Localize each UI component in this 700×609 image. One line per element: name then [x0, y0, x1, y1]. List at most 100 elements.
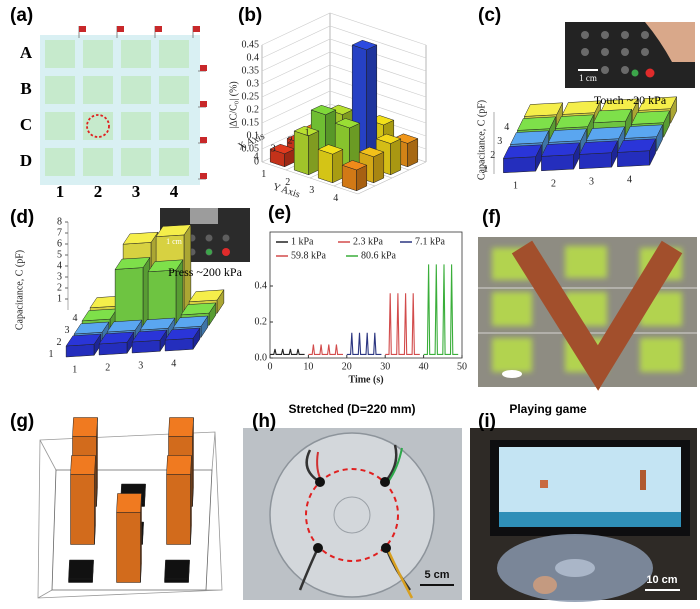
- y-tick-label: 2: [490, 150, 495, 161]
- bar-top: [624, 125, 662, 139]
- z-tick-label: 7: [57, 227, 62, 238]
- legend-label: 59.8 kPa: [291, 250, 327, 261]
- x-tick-label: 3: [271, 143, 276, 154]
- grid-line: [262, 26, 426, 58]
- z-tick-label: 3: [57, 271, 62, 282]
- column-label: 3: [132, 182, 141, 201]
- x-tick-label: 3: [589, 176, 594, 187]
- bar-shade: [117, 513, 141, 583]
- panel-label: (e): [268, 203, 291, 224]
- sensor-cell: [45, 40, 75, 68]
- y-tick-label: 0.4: [255, 280, 268, 291]
- sensor-cell: [83, 76, 113, 104]
- z-tick-label: 0.25: [242, 91, 260, 102]
- x-tick-label: 1: [72, 364, 77, 375]
- grid-line: [262, 39, 426, 71]
- bar-top: [69, 560, 94, 579]
- bar-3d: [71, 456, 96, 545]
- x-tick-label: 20: [342, 361, 352, 372]
- bar-top: [71, 456, 96, 475]
- row-label: D: [20, 151, 32, 170]
- bar-top: [631, 111, 669, 125]
- y-tick-label: 4: [333, 193, 338, 204]
- bar-3d: [66, 334, 101, 357]
- z-tick-label: 2: [57, 282, 62, 293]
- x-axis-label: Time (s): [348, 374, 383, 385]
- bar-top: [517, 117, 555, 131]
- x-tick-label: 3: [138, 360, 143, 371]
- bar-top: [586, 127, 624, 141]
- bar-3d: [117, 494, 142, 583]
- bar-shade: [579, 153, 611, 169]
- bar-shade: [374, 152, 384, 183]
- y-tick-label: 3: [309, 185, 314, 196]
- bar-shade: [333, 149, 343, 182]
- sensor-cell: [159, 148, 189, 176]
- sensor-cell: [159, 40, 189, 68]
- bar-shade: [71, 475, 95, 545]
- legend-label: 1 kPa: [291, 236, 314, 247]
- row-label: B: [20, 79, 31, 98]
- x-tick-label: 1: [513, 180, 518, 191]
- bar-shade: [165, 338, 193, 351]
- bar-top: [117, 494, 142, 513]
- bar-top: [503, 145, 541, 159]
- y-tick-label: 1: [261, 169, 266, 180]
- z-tick-label: 6: [57, 238, 62, 249]
- sensor-cell: [121, 148, 151, 176]
- grid-line: [262, 65, 426, 97]
- bar-shade: [309, 131, 319, 175]
- bar-3d: [318, 145, 343, 183]
- y-tick-label: 1: [48, 349, 53, 360]
- y-tick-label: 0.0: [255, 352, 268, 363]
- bar-shade: [69, 579, 93, 583]
- scale-label: 10 cm: [646, 574, 677, 586]
- series-line: [308, 345, 343, 355]
- flag: [117, 26, 124, 32]
- bar-top: [541, 143, 579, 157]
- x-tick-label: 40: [419, 361, 429, 372]
- column-label: 1: [56, 182, 65, 201]
- flag: [193, 26, 200, 32]
- sensor-cell: [159, 76, 189, 104]
- sensor-cell: [45, 112, 75, 140]
- bar-top: [555, 115, 593, 129]
- flag: [200, 65, 207, 71]
- z-tick-label: 8: [57, 216, 62, 227]
- panel-label: (c): [478, 5, 501, 26]
- bar-3d: [115, 257, 150, 331]
- bar-top: [617, 139, 655, 153]
- scale-label: 1 cm: [166, 237, 183, 246]
- column-label: 4: [170, 182, 179, 201]
- bar-3d: [579, 141, 617, 169]
- row-label: A: [20, 43, 33, 62]
- series-line: [347, 333, 382, 355]
- x-tick-label: 30: [380, 361, 390, 372]
- y-axis-label: Y Axis: [271, 181, 301, 200]
- bar-top: [510, 131, 548, 145]
- legend-label: 2.3 kPa: [353, 236, 384, 247]
- x-tick-label: 4: [171, 358, 176, 369]
- bar-top: [593, 109, 631, 123]
- series-line: [385, 293, 420, 354]
- bar-shade: [391, 139, 401, 175]
- z-tick-label: 0.2: [247, 104, 260, 115]
- legend-label: 7.1 kPa: [415, 236, 446, 247]
- panel-label: (d): [10, 207, 34, 228]
- x-tick-label: 0: [268, 361, 273, 372]
- series-line: [270, 349, 305, 354]
- panel-label: (g): [10, 411, 34, 432]
- z-tick-label: 0.3: [247, 78, 260, 89]
- bar-shade: [167, 475, 191, 545]
- flag: [200, 101, 207, 107]
- sensor-cell: [45, 76, 75, 104]
- bar-top: [167, 456, 192, 475]
- bar-top: [579, 141, 617, 155]
- bar-top: [73, 418, 98, 437]
- panel-label: (a): [10, 5, 33, 26]
- bar-shade: [541, 155, 573, 171]
- flag: [155, 26, 162, 32]
- legend-label: 80.6 kPa: [361, 250, 397, 261]
- annotation: Press ~200 kPa: [168, 265, 243, 279]
